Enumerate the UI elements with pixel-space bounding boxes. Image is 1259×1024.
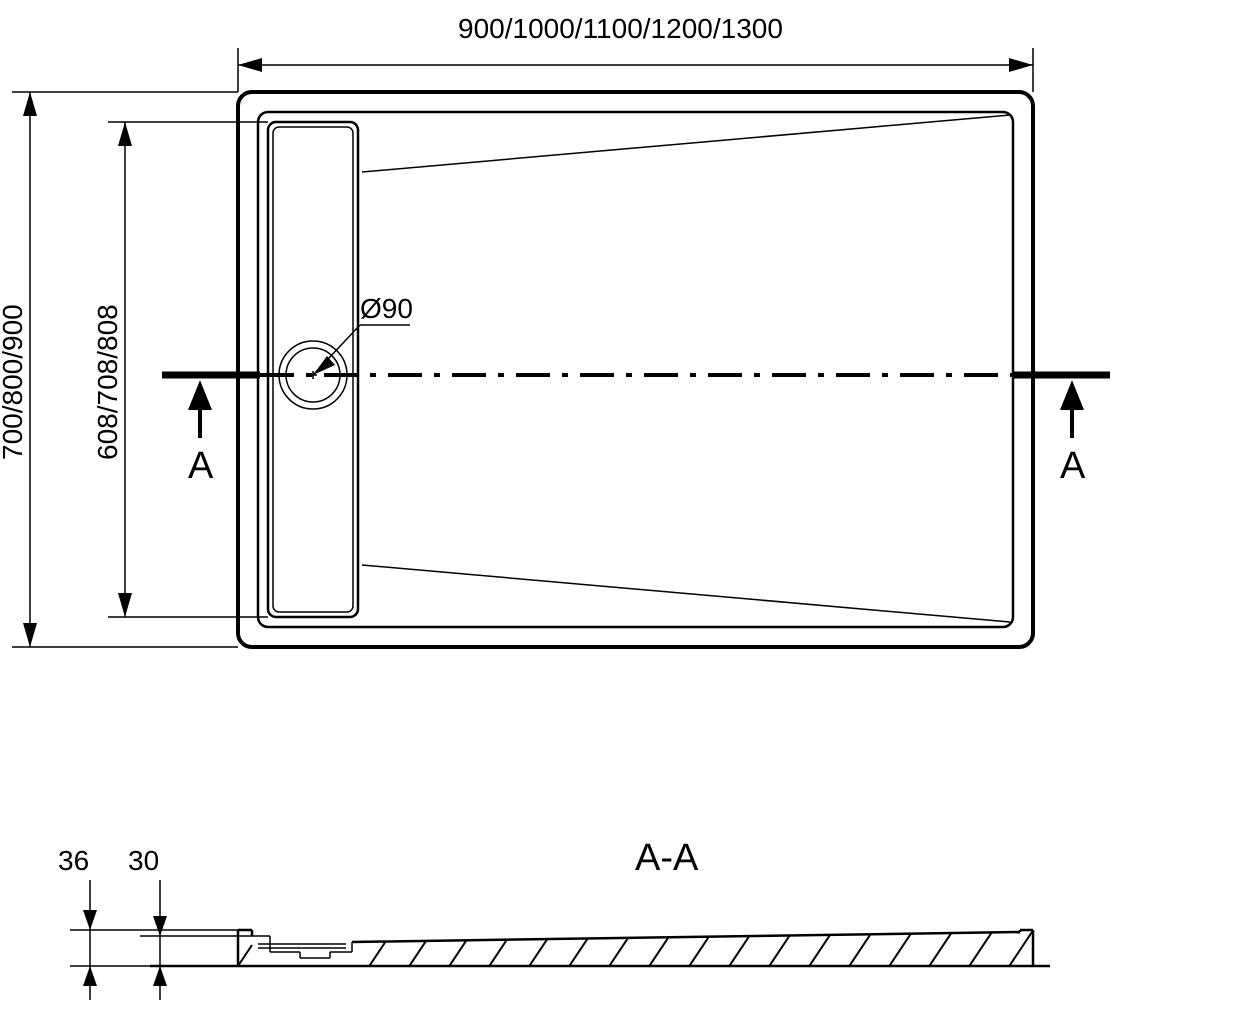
dim-height-inner-label: 608/708/808: [92, 304, 123, 460]
section-title: A-A: [635, 837, 699, 879]
top-view: [238, 92, 1033, 647]
dim-30-label: 30: [128, 845, 159, 876]
drain-callout: Ø90: [313, 293, 413, 375]
hatching: [360, 920, 1040, 980]
section-view: [150, 920, 1050, 980]
technical-drawing: 900/1000/1100/1200/1300 700/800/900 608/…: [0, 0, 1259, 1024]
drain-panel: [268, 122, 358, 617]
dim-width-label: 900/1000/1100/1200/1300: [458, 13, 783, 44]
dim-width: 900/1000/1100/1200/1300: [238, 13, 1033, 92]
inner-tray: [258, 112, 1013, 627]
dim-30: 30: [128, 845, 252, 1000]
section-line: A A: [162, 375, 1110, 487]
dim-height-inner: 608/708/808: [92, 122, 268, 617]
section-marker-right: A: [1060, 445, 1086, 487]
section-marker-left: A: [188, 445, 214, 487]
drain-dia-label: Ø90: [360, 293, 413, 324]
dim-height-outer-label: 700/800/900: [0, 304, 28, 460]
dim-36-label: 36: [58, 845, 89, 876]
